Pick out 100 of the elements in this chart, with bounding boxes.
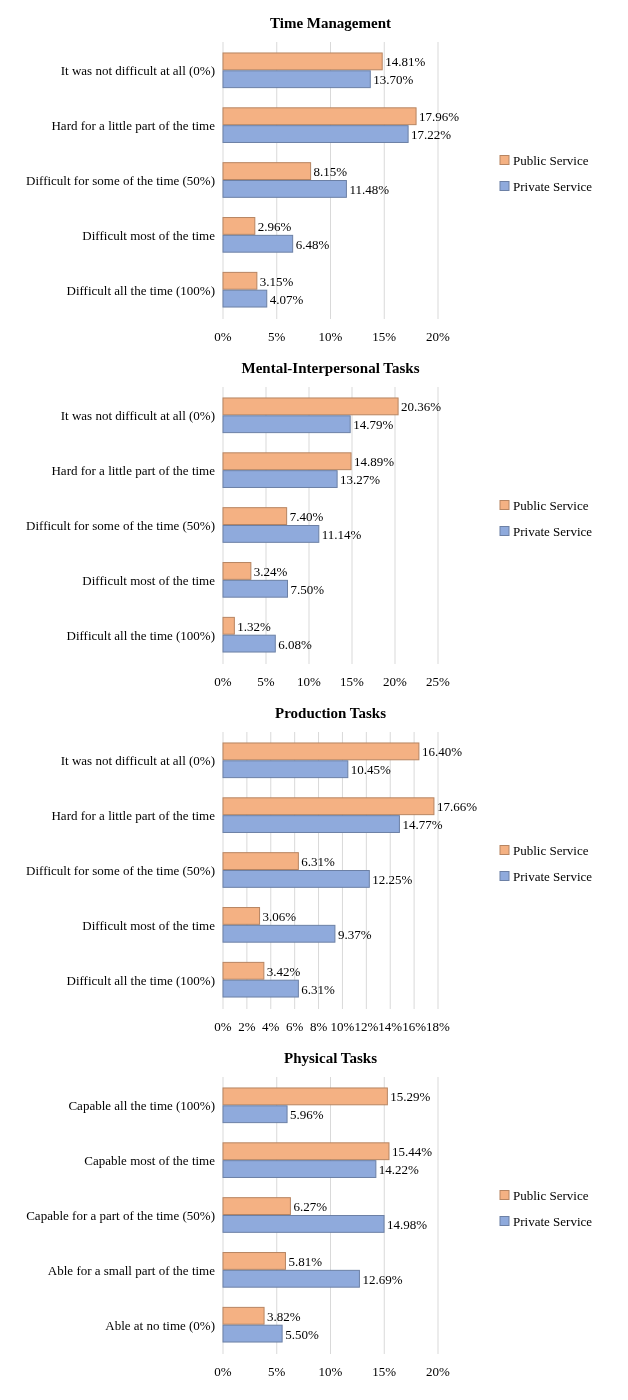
bar xyxy=(222,760,349,779)
y-tick-label: Capable for a part of the time (50%) xyxy=(26,1208,215,1224)
bar xyxy=(222,1160,377,1178)
x-tick-label: 5% xyxy=(257,674,275,689)
y-tick-label: Difficult most of the time xyxy=(82,917,216,933)
data-label: 9.37% xyxy=(337,926,372,942)
bar xyxy=(222,634,276,653)
bar xyxy=(222,107,417,126)
y-tick-label: Capable most of the time xyxy=(84,1153,216,1169)
x-tick-label: 0% xyxy=(214,329,232,344)
bar xyxy=(222,180,347,198)
legend-label: Private Service xyxy=(513,179,593,195)
y-tick-label: It was not difficult at all (0%) xyxy=(60,63,215,79)
data-label: 1.32% xyxy=(237,618,272,634)
x-tick-label: 15% xyxy=(372,329,397,344)
bar xyxy=(222,742,420,761)
bar xyxy=(222,961,265,980)
x-tick-label: 6% xyxy=(285,1019,304,1034)
data-label: 14.79% xyxy=(353,417,394,433)
bar xyxy=(222,452,352,471)
data-label: 13.70% xyxy=(373,72,414,88)
y-tick-label: Difficult most of the time xyxy=(82,227,216,243)
data-label: 8.15% xyxy=(313,164,348,180)
data-label: 16.40% xyxy=(421,744,463,760)
data-label: 3.82% xyxy=(267,1308,301,1324)
x-tick-label: 25% xyxy=(426,674,451,689)
y-tick-label: It was not difficult at all (0%) xyxy=(60,408,215,424)
y-tick-label: Difficult all the time (100%) xyxy=(66,972,215,988)
y-tick-label: Difficult for some of the time (50%) xyxy=(26,173,215,189)
data-label: 17.66% xyxy=(436,799,478,815)
bar xyxy=(222,415,351,434)
bar xyxy=(222,1142,390,1161)
chart-title: Production Tasks xyxy=(274,705,387,721)
data-label: 12.69% xyxy=(362,1271,403,1287)
bar xyxy=(222,1087,388,1106)
data-label: 15.29% xyxy=(390,1089,431,1105)
bar xyxy=(222,217,256,235)
y-tick-label: Hard for a little part of the time xyxy=(51,808,216,824)
data-label: 7.40% xyxy=(289,509,324,525)
y-tick-label: Difficult all the time (100%) xyxy=(66,282,215,298)
data-label: 5.96% xyxy=(290,1107,324,1123)
legend-label: Public Service xyxy=(513,1188,589,1204)
data-label: 20.36% xyxy=(401,399,442,415)
data-label: 7.50% xyxy=(290,581,325,597)
x-tick-label: 10% xyxy=(330,1019,355,1034)
x-tick-label: 10% xyxy=(318,329,343,344)
x-tick-label: 5% xyxy=(268,329,286,344)
y-tick-label: Hard for a little part of the time xyxy=(51,118,216,134)
x-tick-label: 10% xyxy=(297,674,322,689)
bar xyxy=(222,162,312,180)
bar xyxy=(222,815,400,833)
data-label: 3.24% xyxy=(253,563,288,579)
data-label: 14.89% xyxy=(354,454,395,470)
chart-title: Time Management xyxy=(270,15,391,31)
y-tick-label: Difficult all the time (100%) xyxy=(66,627,215,643)
bar xyxy=(222,234,294,253)
chart-title: Physical Tasks xyxy=(284,1050,378,1066)
data-label: 4.07% xyxy=(269,291,304,307)
legend-label: Private Service xyxy=(513,869,593,885)
x-tick-label: 5% xyxy=(268,1364,286,1379)
bar xyxy=(222,1306,265,1325)
x-tick-label: 20% xyxy=(383,674,408,689)
bar xyxy=(222,1197,291,1215)
data-label: 6.48% xyxy=(295,236,330,252)
data-label: 11.48% xyxy=(349,181,390,197)
y-tick-label: Difficult for some of the time (50%) xyxy=(26,518,215,534)
data-label: 17.96% xyxy=(419,109,460,125)
data-label: 14.22% xyxy=(378,1162,420,1178)
data-label: 14.81% xyxy=(385,54,426,70)
y-tick-label: Capable all the time (100%) xyxy=(68,1098,215,1114)
bar xyxy=(222,579,288,598)
data-label: 6.31% xyxy=(301,854,336,870)
x-tick-label: 12% xyxy=(354,1019,379,1034)
y-tick-label: It was not difficult at all (0%) xyxy=(60,753,215,769)
x-tick-label: 16% xyxy=(402,1019,427,1034)
bar xyxy=(222,52,383,71)
bar xyxy=(222,525,320,543)
data-label: 6.08% xyxy=(278,636,313,652)
x-tick-label: 0% xyxy=(214,674,232,689)
bar xyxy=(222,616,235,635)
x-tick-label: 20% xyxy=(426,1364,451,1379)
x-tick-label: 18% xyxy=(426,1019,451,1034)
bar xyxy=(222,397,399,416)
data-label: 3.15% xyxy=(259,273,294,289)
x-tick-label: 10% xyxy=(318,1364,343,1379)
bar xyxy=(222,125,409,143)
x-tick-label: 14% xyxy=(378,1019,403,1034)
data-label: 3.42% xyxy=(266,963,301,979)
bar xyxy=(222,289,268,308)
x-tick-label: 0% xyxy=(214,1364,232,1379)
data-label: 13.27% xyxy=(340,472,381,488)
bar xyxy=(222,979,299,998)
legend-label: Private Service xyxy=(513,1214,593,1230)
data-label: 5.81% xyxy=(288,1253,323,1269)
bar xyxy=(222,852,299,870)
x-tick-label: 8% xyxy=(309,1019,328,1034)
y-tick-label: Able at no time (0%) xyxy=(105,1317,215,1333)
x-tick-label: 2% xyxy=(238,1019,256,1034)
legend-label: Public Service xyxy=(513,153,589,169)
legend-label: Public Service xyxy=(513,498,589,514)
